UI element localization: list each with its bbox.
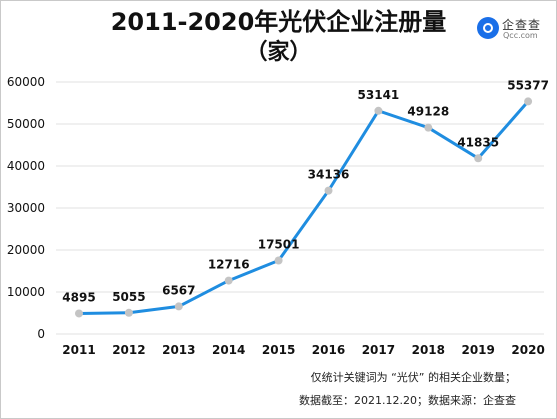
data-label: 17501 bbox=[258, 237, 300, 251]
data-point bbox=[75, 309, 83, 318]
x-tick-label: 2012 bbox=[112, 343, 145, 357]
data-points bbox=[75, 97, 533, 318]
data-label: 49128 bbox=[407, 105, 449, 119]
series-line-path bbox=[77, 99, 530, 315]
brand-domain: Qcc.com bbox=[503, 31, 538, 40]
footnote-source: 数据截至：2021.12.20；数据来源：企查查 bbox=[299, 394, 516, 407]
data-point bbox=[374, 106, 383, 115]
data-label: 53141 bbox=[358, 88, 400, 102]
data-label: 5055 bbox=[112, 290, 145, 304]
y-axis-ticks: 0 10000 20000 30000 40000 50000 60000 bbox=[7, 75, 45, 341]
data-point bbox=[524, 97, 533, 106]
data-label: 41835 bbox=[457, 135, 499, 149]
y-tick-label: 20000 bbox=[7, 243, 45, 257]
series-line bbox=[77, 99, 530, 315]
x-tick-label: 2013 bbox=[162, 343, 195, 357]
chart-title-line1: 2011-2020年光伏企业注册量 bbox=[110, 8, 447, 36]
data-label: 55377 bbox=[507, 78, 549, 92]
data-point bbox=[274, 256, 283, 265]
data-point bbox=[474, 154, 483, 163]
data-point bbox=[124, 308, 133, 317]
data-label: 6567 bbox=[162, 283, 195, 297]
data-point bbox=[424, 123, 433, 132]
y-tick-label: 10000 bbox=[7, 285, 45, 299]
brand-name: 企查查 bbox=[502, 18, 542, 32]
data-point bbox=[324, 186, 333, 195]
qichacha-logo-icon bbox=[477, 17, 499, 39]
chart-title: 2011-2020年光伏企业注册量 （家） bbox=[1, 5, 556, 67]
data-label: 34136 bbox=[308, 168, 350, 182]
x-tick-label: 2014 bbox=[212, 343, 245, 357]
data-point bbox=[224, 276, 233, 285]
y-tick-label: 50000 bbox=[7, 117, 45, 131]
gridlines bbox=[56, 81, 544, 335]
x-tick-label: 2016 bbox=[312, 343, 345, 357]
data-point bbox=[174, 302, 183, 311]
data-labels: 4895 5055 6567 12716 17501 34136 53141 49128 418… bbox=[62, 78, 549, 304]
x-axis-ticks: 2011 2012 2013 2014 2015 2016 2017 2018 2019 2020 bbox=[62, 343, 545, 357]
y-tick-label: 30000 bbox=[7, 201, 45, 215]
data-label: 4895 bbox=[62, 290, 95, 304]
brand-logo: 企查查 Qcc.com bbox=[477, 15, 553, 45]
data-label: 12716 bbox=[208, 258, 250, 272]
chart-title-line2: （家） bbox=[245, 40, 312, 65]
x-tick-label: 2019 bbox=[461, 343, 494, 357]
y-tick-label: 40000 bbox=[7, 159, 45, 173]
footnote-scope: 仅统计关键词为 “光伏” 的相关企业数量； bbox=[310, 371, 516, 384]
x-tick-label: 2011 bbox=[62, 343, 95, 357]
x-tick-label: 2017 bbox=[362, 343, 395, 357]
y-tick-label: 60000 bbox=[7, 75, 45, 89]
x-tick-label: 2015 bbox=[262, 343, 295, 357]
y-tick-label: 0 bbox=[37, 327, 45, 341]
x-tick-label: 2020 bbox=[511, 343, 544, 357]
x-tick-label: 2018 bbox=[412, 343, 445, 357]
